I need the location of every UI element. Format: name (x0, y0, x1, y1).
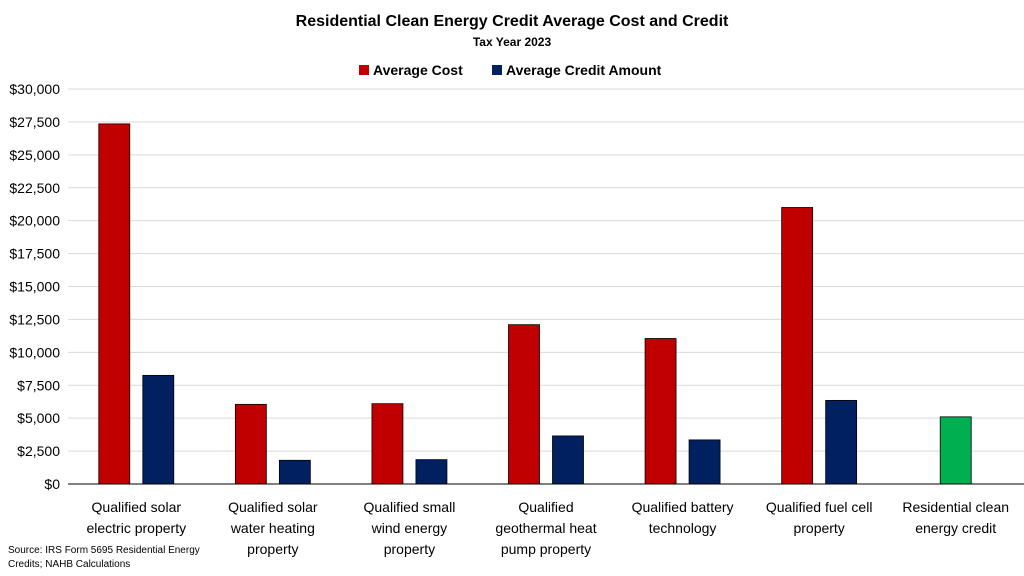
bar-average-cost (781, 207, 814, 485)
bar-residential-clean-credit (939, 416, 972, 485)
bar-average-cost (644, 338, 677, 485)
bar-average-cost (508, 324, 540, 485)
legend-swatch-average-credit (492, 65, 502, 75)
bars (98, 123, 972, 485)
legend-swatch-average-cost (359, 65, 369, 75)
bar-average-credit (142, 374, 175, 485)
y-tick-label: $12,500 (9, 311, 60, 327)
y-tick-label: $25,000 (9, 147, 60, 163)
category-label: Qualified small wind energy property (364, 499, 456, 557)
y-tick-label: $7,500 (17, 377, 60, 393)
bar-average-cost (98, 123, 131, 485)
chart-subtitle: Tax Year 2023 (473, 35, 552, 49)
legend-label-average-credit: Average Credit Amount (506, 62, 662, 78)
gridlines (68, 88, 1024, 452)
bar-average-cost (234, 403, 267, 485)
category-label: Qualified solar water heating property (228, 499, 318, 557)
y-tick-label: $0 (44, 476, 60, 492)
category-label: Qualified geothermal heat pump property (495, 499, 596, 557)
source-line-1: Source: IRS Form 5695 Residential Energy (8, 545, 200, 556)
y-tick-label: $20,000 (9, 213, 60, 229)
bar-average-credit (825, 399, 858, 485)
source-note: Source: IRS Form 5695 Residential Energy… (8, 545, 200, 570)
legend: Average Cost Average Credit Amount (359, 62, 662, 78)
y-tick-label: $5,000 (17, 410, 60, 426)
y-tick-label: $27,500 (9, 114, 60, 130)
y-tick-label: $30,000 (9, 81, 60, 97)
y-tick-label: $17,500 (9, 246, 60, 262)
legend-label-average-cost: Average Cost (373, 62, 463, 78)
category-label: Residential clean energy credit (902, 499, 1009, 536)
bar-average-credit (278, 459, 311, 485)
source-line-2: Credits; NAHB Calculations (8, 559, 130, 570)
bar-average-cost (371, 403, 404, 485)
y-tick-label: $10,000 (9, 344, 60, 360)
bar-average-credit (415, 459, 448, 485)
bar-average-credit (688, 439, 721, 485)
y-tick-label: $2,500 (17, 443, 60, 459)
y-tick-label: $15,000 (9, 279, 60, 295)
category-label: Qualified solar electric property (86, 499, 186, 536)
category-labels: Qualified solar electric property Qualifie… (86, 499, 1009, 557)
y-axis-ticks: $0 $2,500 $5,000 $7,500 $10,000 $12,500 $15,00… (9, 81, 60, 492)
category-label: Qualified fuel cell property (766, 499, 873, 536)
y-tick-label: $22,500 (9, 180, 60, 196)
bar-average-credit (552, 435, 584, 485)
category-label: Qualified battery technology (632, 499, 734, 536)
chart-title: Residential Clean Energy Credit Average … (296, 13, 729, 30)
